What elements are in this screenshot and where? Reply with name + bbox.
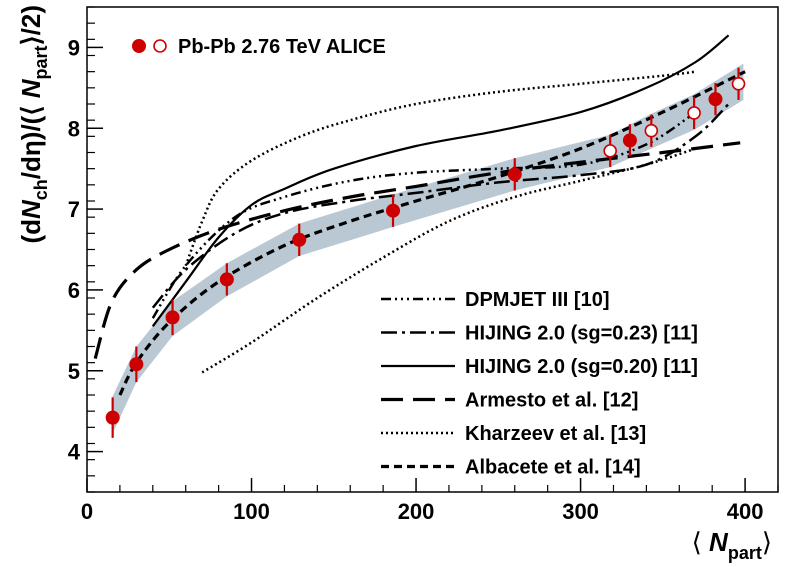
y-axis-title-sub2: part <box>31 46 51 80</box>
x-tick-label: 0 <box>81 499 93 524</box>
series-line-5 <box>201 147 697 374</box>
data-point-filled-3 <box>219 272 234 287</box>
x-tick-label: 300 <box>562 499 599 524</box>
x-tick-label: 400 <box>727 499 764 524</box>
legend-open-marker <box>153 39 167 53</box>
uncertainty-band <box>111 63 744 436</box>
series-line-6 <box>118 70 746 396</box>
data-points-layer <box>105 67 746 438</box>
data-point-open-11 <box>687 106 701 120</box>
series-line-4 <box>184 70 696 267</box>
data-point-open-12 <box>731 76 746 91</box>
legend-label-4: Kharzeev et al. [13] <box>465 423 646 445</box>
y-tick-label: 7 <box>68 197 80 222</box>
legend-label-3: Armesto et al. [12] <box>465 390 638 412</box>
data-point-filled-0 <box>105 410 120 425</box>
series-line-3 <box>93 141 741 360</box>
x-tick-label: 200 <box>398 499 435 524</box>
data-point-filled-5 <box>386 203 401 218</box>
x-axis-title-main: N <box>709 527 729 557</box>
data-point-filled-1 <box>129 357 144 372</box>
y-tick-label: 9 <box>68 35 80 60</box>
y-tick-label: 8 <box>68 116 80 141</box>
y-axis-title: (dNch/dη)/(⟨ Npart⟩/2) <box>16 5 51 244</box>
y-tick-label: 4 <box>68 440 81 465</box>
legend-label-2: HIJING 2.0 (sg=0.20) [11] <box>465 356 698 378</box>
data-legend-label: Pb-Pb 2.76 TeV ALICE <box>178 36 386 58</box>
x-axis-title-sub: part <box>728 543 762 563</box>
data-point-filled-6 <box>507 167 522 182</box>
x-axis-title: ⟨ Npart⟩ <box>692 527 772 563</box>
model-legend: DPMJET III [10] HIJING 2.0 (sg=0.23) [11]… <box>381 289 698 479</box>
legend-label-5: Albacete et al. [14] <box>465 457 641 479</box>
x-axis-title-suffix: ⟩ <box>762 527 772 557</box>
y-tick-label: 5 <box>68 359 80 384</box>
legend-label-0: DPMJET III [10] <box>465 289 609 311</box>
data-point-open-9 <box>603 144 617 158</box>
x-tick-label: 100 <box>233 499 270 524</box>
y-tick-label: 6 <box>68 278 80 303</box>
series-line-1 <box>151 103 730 309</box>
data-point-open-10 <box>644 123 659 138</box>
data-point-filled-8 <box>708 92 723 107</box>
data-legend: Pb-Pb 2.76 TeV ALICE <box>132 36 386 58</box>
x-axis-title-prefix: ⟨ <box>692 527 709 557</box>
y-axis-title-n1: N <box>16 199 46 219</box>
y-axis-title-part1: (d <box>16 219 46 244</box>
data-point-filled-2 <box>165 310 180 325</box>
y-axis-title-n2: N <box>16 78 46 98</box>
y-axis-title-part2: /dη)/(⟨ <box>16 98 46 179</box>
legend-label-1: HIJING 2.0 (sg=0.23) [11] <box>465 323 698 345</box>
data-point-filled-7 <box>622 133 637 148</box>
y-axis-title-sub1: ch <box>31 179 51 200</box>
uncertainty-band-layer <box>111 63 744 436</box>
legend-filled-marker <box>132 39 146 53</box>
y-axis-title-part3: ⟩/2) <box>16 5 46 46</box>
data-point-filled-4 <box>292 232 307 247</box>
axis-ticks-layer: 0 100 200 300 400 4 5 6 7 8 9 <box>68 6 779 524</box>
series-line-2 <box>151 34 730 327</box>
plot-frame <box>86 6 779 493</box>
